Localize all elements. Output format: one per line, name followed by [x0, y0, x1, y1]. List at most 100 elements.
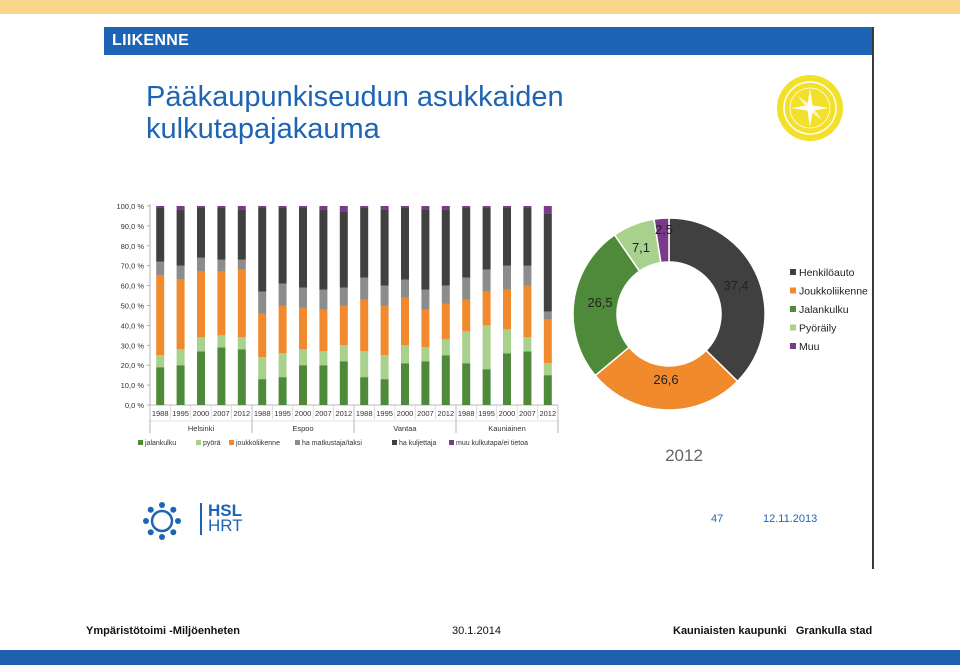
- legend-swatch: [138, 440, 143, 445]
- bar-segment: [421, 347, 430, 362]
- bar-segment: [278, 305, 287, 354]
- donut-value-label: 2,5: [655, 222, 673, 237]
- donut-legend-label: Jalankulku: [799, 304, 849, 316]
- top-accent-bar: [0, 0, 960, 14]
- bottom-accent-bar: [0, 650, 960, 665]
- bar-segment: [503, 289, 511, 330]
- bar-segment: [258, 357, 267, 380]
- bar-segment: [441, 355, 450, 405]
- bar-segment: [299, 206, 307, 208]
- bar-segment: [299, 349, 307, 366]
- bar-segment: [482, 269, 491, 292]
- x-tick-label: 1995: [172, 409, 189, 418]
- bar-segment: [156, 275, 165, 356]
- bar-segment: [339, 211, 348, 288]
- hsl-logo-icon: [143, 502, 181, 540]
- bar-segment: [503, 265, 511, 290]
- x-tick-label: 2007: [519, 409, 536, 418]
- bar-segment: [278, 283, 287, 306]
- group-label: Espoo: [292, 424, 313, 433]
- bar-segment: [543, 363, 552, 376]
- bar-segment: [482, 325, 491, 370]
- bar-segment: [360, 299, 369, 352]
- bar-segment: [237, 269, 246, 338]
- bar-segment: [462, 331, 471, 364]
- bar-segment: [299, 307, 307, 350]
- bar-segment: [441, 303, 450, 340]
- hsl-logo: HSL HRT: [142, 501, 252, 541]
- bar-segment: [197, 351, 205, 405]
- bar-segment: [523, 337, 532, 352]
- bar-segment: [176, 279, 185, 350]
- bar-segment: [319, 309, 328, 352]
- legend-label: muu kulkutapa/ei tietoa: [456, 440, 528, 447]
- bar-segment: [156, 206, 165, 208]
- bar-segment: [237, 349, 246, 405]
- bar-segment: [421, 289, 430, 310]
- bar-segment: [523, 265, 532, 286]
- bar-segment: [482, 291, 491, 326]
- x-tick-label: 1988: [458, 409, 475, 418]
- donut-value-label: 26,5: [587, 295, 612, 310]
- bar-segment: [421, 361, 430, 405]
- bar-segment: [258, 291, 267, 314]
- bar-segment: [523, 207, 532, 266]
- bar-segment: [523, 285, 532, 338]
- bar-segment: [217, 271, 226, 336]
- donut-legend-swatch: [790, 306, 796, 312]
- bar-segment: [482, 207, 491, 270]
- bar-segment: [319, 351, 328, 366]
- bar-segment: [217, 335, 226, 348]
- donut-legend-label: Henkilöauto: [799, 267, 855, 279]
- bar-segment: [217, 207, 226, 260]
- bar-segment: [503, 353, 511, 405]
- bar-segment: [258, 207, 267, 292]
- bar-segment: [543, 213, 552, 312]
- bar-segment: [543, 375, 552, 405]
- bar-segment: [176, 265, 185, 280]
- donut-slice: [572, 233, 641, 377]
- logo-separator: [200, 503, 202, 535]
- bar-segment: [462, 207, 471, 278]
- bar-segment: [380, 285, 389, 306]
- x-tick-label: 1995: [376, 409, 393, 418]
- bar-segment: [217, 259, 226, 272]
- bar-segment: [421, 309, 430, 348]
- bar-segment: [380, 206, 389, 210]
- bar-segment: [421, 206, 430, 210]
- donut-value-label: 37,4: [723, 278, 748, 293]
- bar-segment: [237, 337, 246, 350]
- logo-text: HSL HRT: [208, 502, 243, 535]
- donut-legend-label: Joukkoliikenne: [799, 286, 868, 298]
- legend-swatch: [196, 440, 201, 445]
- bar-segment: [258, 313, 267, 358]
- group-label: Vantaa: [393, 424, 417, 433]
- y-tick-label: 60,0 %: [121, 282, 145, 291]
- donut-value-label: 26,6: [653, 372, 678, 387]
- bar-segment: [441, 285, 450, 304]
- bar-segment: [543, 311, 552, 320]
- y-tick-label: 80,0 %: [121, 242, 145, 251]
- bar-segment: [156, 367, 165, 405]
- bar-segment: [482, 369, 491, 405]
- bar-segment: [258, 206, 267, 208]
- bar-segment: [278, 377, 287, 405]
- legend-label: jalankulku: [144, 440, 176, 447]
- y-tick-label: 40,0 %: [121, 321, 145, 330]
- bar-segment: [237, 209, 246, 260]
- bar-segment: [299, 365, 307, 405]
- bar-segment: [462, 206, 471, 208]
- logo-line-2: HRT: [208, 516, 243, 535]
- donut-slice: [653, 217, 670, 264]
- slide-title: Pääkaupunkiseudun asukkaiden kulkutapaja…: [146, 81, 564, 145]
- bar-segment: [401, 345, 409, 364]
- bar-segment: [401, 206, 409, 208]
- bar-segment: [360, 206, 369, 208]
- y-tick-label: 20,0 %: [121, 361, 145, 370]
- bar-segment: [380, 355, 389, 380]
- bar-segment: [319, 209, 328, 290]
- x-tick-label: 2000: [295, 409, 312, 418]
- y-tick-label: 90,0 %: [121, 222, 145, 231]
- bar-segment: [319, 365, 328, 405]
- bar-segment: [523, 206, 532, 208]
